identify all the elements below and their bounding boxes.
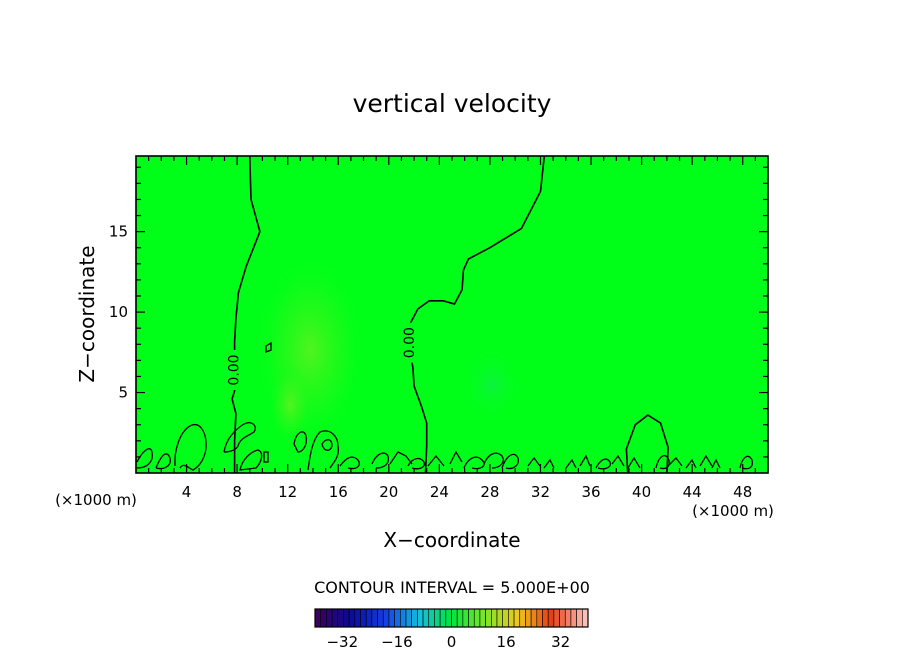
colorbar (314, 608, 589, 628)
colorbar-cell (468, 608, 475, 628)
colorbar-cell (496, 608, 503, 628)
colorbar-cell (377, 608, 384, 628)
x-tick-label: 32 (531, 483, 550, 501)
colorbar-cell (405, 608, 412, 628)
colorbar-tick-label: 0 (447, 633, 457, 651)
x-tick-label: 44 (683, 483, 702, 501)
y-tick-label: 10 (109, 303, 128, 321)
contour-label-bg (401, 322, 418, 363)
colorbar-frame (314, 608, 589, 628)
chart-title: vertical velocity (353, 89, 552, 118)
colorbar-cell (456, 608, 464, 628)
x-tick-label: 8 (232, 483, 242, 501)
surface-contours (136, 341, 754, 471)
colorbar-cell (485, 608, 492, 628)
y-tick-label: 15 (109, 223, 128, 241)
colorbar-cell (564, 608, 572, 628)
contour-label: 0.00 (226, 354, 242, 385)
colorbar-cell (491, 608, 498, 628)
y-axis-label: Z−coordinate (75, 245, 99, 382)
y-axis-tick-labels: 5 10 15 (109, 223, 128, 402)
colorbar-cell (547, 608, 555, 628)
colorbar-title: CONTOUR INTERVAL = 5.000E+00 (314, 578, 590, 597)
colorbar-cell (388, 608, 395, 628)
x-tick-label: 20 (379, 483, 398, 501)
colorbar-cell (343, 608, 350, 628)
colorbar-cell (559, 608, 566, 628)
contour-label-bg (225, 350, 242, 391)
field-anomalies (255, 255, 522, 445)
x-tick-label: 40 (632, 483, 651, 501)
colorbar-cell (371, 608, 378, 628)
dome-contour (625, 414, 669, 473)
y-tick-label: 5 (118, 384, 128, 402)
colorbar-cell (582, 608, 589, 628)
contour-labels: 0.00 0.00 (225, 322, 418, 391)
colorbar-cell (434, 608, 441, 628)
x-tick-label: 28 (480, 483, 499, 501)
colorbar-cell (445, 608, 452, 628)
downdraft-region (462, 347, 522, 423)
colorbar-cell (348, 608, 356, 628)
colorbar-cell (439, 608, 447, 628)
colorbar-cell (394, 608, 401, 628)
colorbar-cell (473, 608, 481, 628)
contour-label: 0.00 (402, 327, 418, 358)
colorbar-cell (479, 608, 486, 628)
field-background (136, 156, 768, 473)
colorbar-cell (354, 608, 361, 628)
colorbar-cell (451, 608, 458, 628)
x-axis-ticks (148, 156, 756, 473)
updraft-core (268, 365, 312, 445)
colorbar-cell (428, 608, 435, 628)
zero-contour-a (231, 156, 261, 473)
colorbar-tick-label: −16 (381, 633, 413, 651)
colorbar-tick-labels: −32 −16 0 16 32 (326, 633, 570, 651)
colorbar-cell (422, 608, 430, 628)
x-tick-label: 24 (430, 483, 449, 501)
zero-contour-b (408, 156, 546, 473)
colorbar-cell (462, 608, 469, 628)
colorbar-cell (508, 608, 515, 628)
colorbar-cell (553, 608, 560, 628)
x-axis-label: X−coordinate (383, 528, 520, 552)
colorbar-tick-label: 32 (551, 633, 570, 651)
x-tick-label: 36 (581, 483, 600, 501)
colorbar-cell (536, 608, 543, 628)
contour-lines (136, 156, 754, 473)
colorbar-cell (513, 608, 521, 628)
colorbar-cell (525, 608, 532, 628)
x-tick-label: 12 (278, 483, 297, 501)
x-axis-tick-labels: 4 8 12 16 20 24 28 32 36 40 44 48 (182, 483, 752, 501)
colorbar-cell (337, 608, 344, 628)
colorbar-cell (400, 608, 407, 628)
colorbar-cell (417, 608, 424, 628)
colorbar-cell (519, 608, 526, 628)
colorbar-tick-label: −32 (326, 633, 358, 651)
colorbar-cell (570, 608, 577, 628)
x-axis-unit-right: (×1000 m) (692, 502, 774, 520)
colorbar-cell (365, 608, 373, 628)
x-tick-label: 48 (733, 483, 752, 501)
x-tick-label: 4 (182, 483, 192, 501)
colorbar-cell (331, 608, 339, 628)
x-axis-unit-left: (×1000 m) (55, 491, 137, 509)
colorbar-cell (360, 608, 367, 628)
y-axis-ticks (136, 166, 768, 458)
colorbar-cell (411, 608, 418, 628)
colorbar-cell (320, 608, 327, 628)
x-tick-label: 16 (329, 483, 348, 501)
colorbar-cell (382, 608, 390, 628)
colorbar-cell (502, 608, 509, 628)
colorbar-cell (542, 608, 549, 628)
colorbar-cell (314, 608, 321, 628)
colorbar-cell (326, 608, 333, 628)
colorbar-cell (576, 608, 583, 628)
colorbar-cell (530, 608, 538, 628)
colorbar-tick-label: 16 (497, 633, 516, 651)
